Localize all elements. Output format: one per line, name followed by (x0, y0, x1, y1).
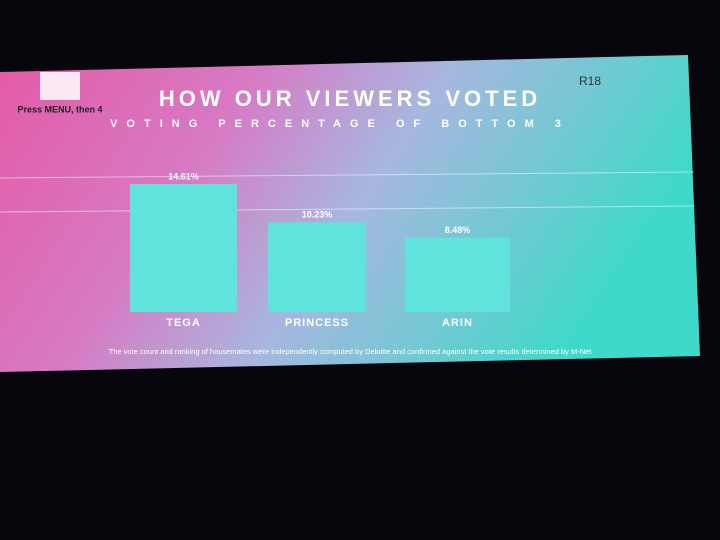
guide-line (0, 205, 696, 213)
chart-subtitle: VOTING PERCENTAGE OF BOTTOM 3 (110, 118, 570, 130)
category-label: TEGA (166, 317, 201, 329)
footnote: The vote count and ranking of housemates… (109, 347, 593, 356)
category-label: PRINCESS (285, 317, 349, 329)
bar (268, 222, 366, 312)
category-label: ARIN (442, 317, 473, 329)
value-label: 8.48% (445, 225, 471, 235)
value-label: 10.23% (302, 210, 333, 220)
chart-title: HOW OUR VIEWERS VOTED (159, 86, 541, 111)
mail-icon (40, 72, 80, 100)
guide-line (0, 171, 695, 179)
bar (130, 184, 237, 312)
bar (405, 237, 510, 312)
prompt: Press MENU, then 4 (17, 104, 102, 114)
value-label: 14.61% (168, 171, 199, 181)
rating-badge: R18 (579, 74, 601, 88)
